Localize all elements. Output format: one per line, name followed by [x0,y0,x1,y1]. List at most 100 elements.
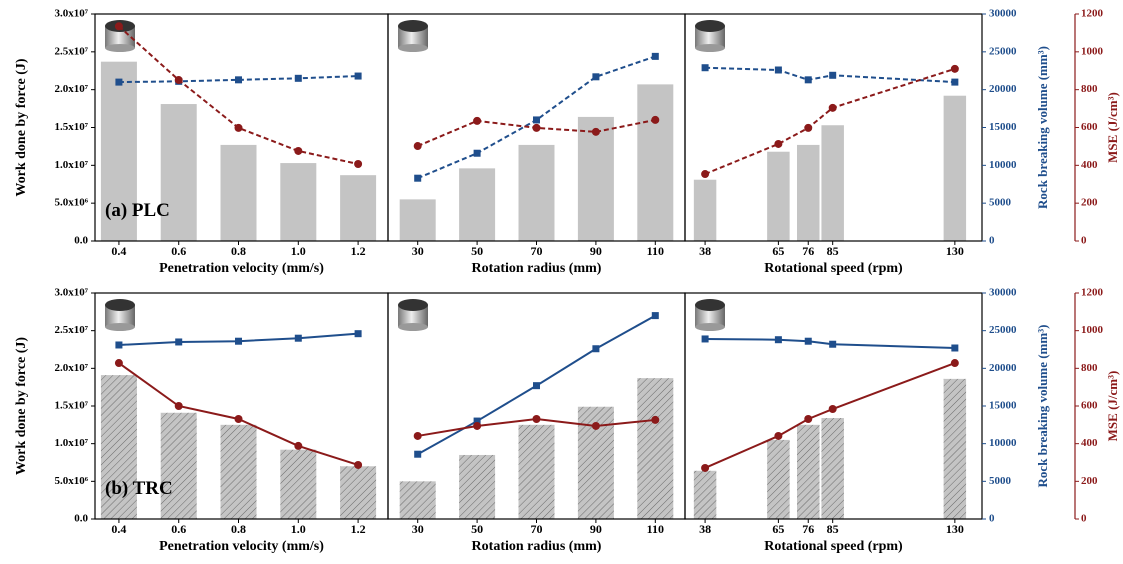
y-tick-label: 0.0 [74,513,88,525]
x-axis-title: Rotation radius (mm) [472,261,602,276]
x-tick-label: 0.8 [231,522,246,536]
x-tick-label: 90 [590,522,602,536]
y2-tick-label: 30000 [989,287,1017,299]
marker [701,463,710,472]
marker [294,74,302,82]
marker [533,116,540,124]
marker [651,115,660,124]
bar [797,144,820,241]
marker [114,22,123,31]
x-tick-label: 1.2 [351,522,366,536]
y2-tick-label: 5000 [989,197,1012,209]
bar [340,175,377,241]
specimen-icon [398,26,428,48]
y2-tick-label: 20000 [989,83,1017,95]
y3-tick-label: 1200 [1081,287,1104,299]
marker [804,123,813,132]
y2-tick-label: 10000 [989,159,1017,171]
marker [774,336,782,344]
marker [592,345,600,353]
x-tick-label: 70 [531,244,543,258]
y-tick-label: 1.0x10⁷ [54,437,88,449]
x-tick-label: 1.0 [291,522,306,536]
marker [592,73,600,81]
marker [828,103,837,112]
y-tick-label: 2.0x10⁷ [54,362,88,374]
marker [115,341,123,349]
bar [399,199,436,241]
bar [100,61,137,241]
x-tick-label: 0.4 [111,522,126,536]
x-tick-label: 50 [471,244,483,258]
x-tick-label: 85 [827,522,839,536]
marker [532,414,541,423]
marker [175,338,183,346]
y-tick-label: 3.0x10⁷ [54,8,88,20]
marker [829,71,837,79]
marker [354,330,362,338]
panel-label: (b) TRC [105,478,173,499]
marker [591,421,600,430]
marker [950,359,959,368]
bar [160,104,197,241]
marker [174,402,183,410]
y2-tick-label: 0 [989,235,995,247]
marker [115,78,123,86]
y3-tick-label: 200 [1081,197,1098,209]
x-tick-label: 1.0 [291,244,306,258]
marker [804,76,812,84]
y2-axis-title: Rock breaking volume (mm³) [1035,46,1050,209]
marker [234,414,243,423]
bar [340,466,377,519]
y3-tick-label: 200 [1081,475,1098,487]
marker [951,78,959,86]
x-tick-label: 0.8 [231,244,246,258]
y2-tick-label: 5000 [989,475,1012,487]
bar [518,144,555,241]
bar [821,125,844,241]
y3-axis-title: MSE (J/cm³) [1105,92,1120,163]
specimen-icon [398,299,428,311]
marker [774,66,782,74]
marker [354,160,363,169]
marker [701,170,710,179]
bar [280,163,317,241]
x-tick-label: 76 [802,522,814,536]
marker [473,417,481,425]
y2-tick-label: 25000 [989,324,1017,336]
y2-tick-label: 10000 [989,437,1017,449]
x-tick-label: 130 [946,522,964,536]
x-axis-title: Rotational speed (rpm) [764,539,903,554]
y3-tick-label: 1200 [1081,8,1104,20]
x-axis-title: Rotational speed (rpm) [764,261,903,276]
bar [459,454,496,519]
y-tick-label: 0.0 [74,235,88,247]
bar [943,95,967,241]
x-tick-label: 0.6 [171,244,186,258]
specimen-icon [695,44,725,52]
bar [100,375,137,519]
line [118,25,359,165]
y3-tick-label: 1000 [1081,45,1104,57]
specimen-icon [695,26,725,48]
marker [294,334,302,342]
marker [804,414,813,423]
marker [414,174,422,182]
marker [413,142,422,151]
x-tick-label: 90 [590,244,602,258]
y-tick-label: 3.0x10⁷ [54,287,88,299]
bar [693,470,717,519]
y3-tick-label: 400 [1081,437,1098,449]
y2-tick-label: 15000 [989,400,1017,412]
y3-tick-label: 0 [1081,235,1087,247]
marker [774,431,783,440]
specimen-icon [398,323,428,331]
x-tick-label: 30 [412,522,424,536]
x-tick-label: 38 [699,244,711,258]
bar [220,424,257,519]
marker [294,146,303,155]
marker [114,359,123,368]
y3-axis-title: MSE (J/cm³) [1105,371,1120,442]
bar [459,168,496,241]
